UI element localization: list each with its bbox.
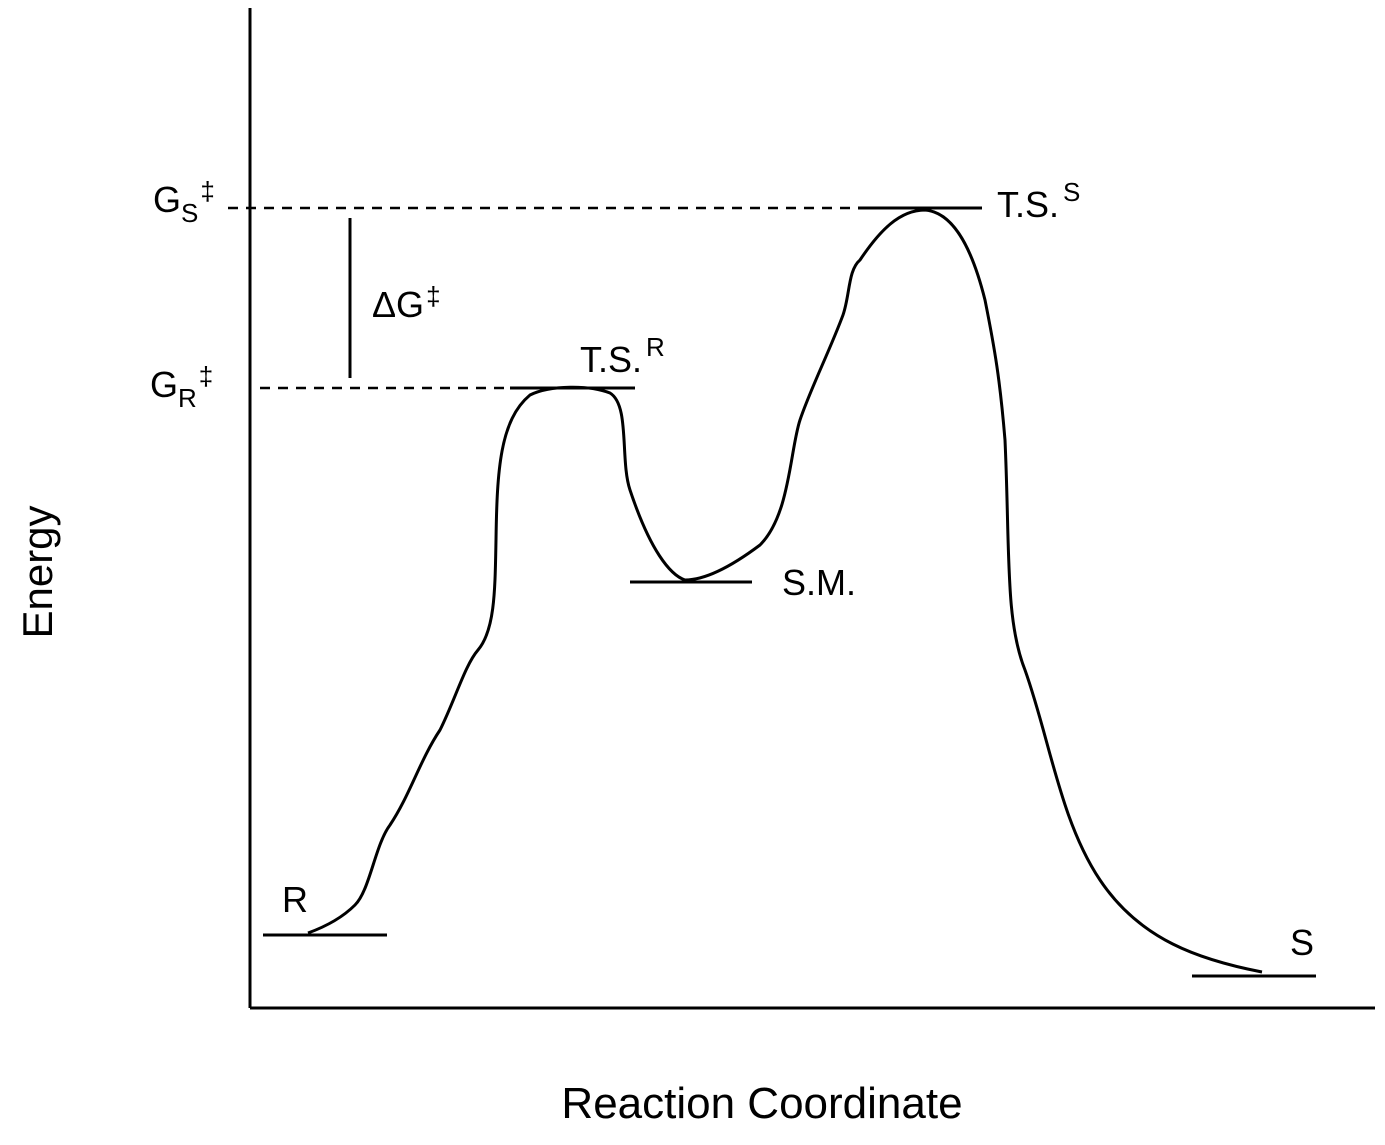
subscript: R (178, 383, 197, 413)
y-axis-title: Energy (14, 505, 61, 638)
energy-level-label: GR‡ (150, 361, 213, 413)
energy-curve (307, 208, 1263, 974)
subscript: S (181, 198, 198, 228)
delta-label: ΔG‡ (372, 281, 441, 325)
state-label: T.S. R (580, 332, 665, 380)
state-label-sup: S (1063, 177, 1080, 207)
mark: ‡ (426, 281, 440, 311)
x-axis-title: Reaction Coordinate (561, 1079, 962, 1128)
mark: ‡ (199, 361, 213, 391)
symbol: G (153, 179, 181, 220)
symbol: G (150, 364, 178, 405)
symbol: ΔG (372, 284, 424, 325)
state-label-main: T.S. (997, 184, 1059, 225)
state-label-sup: R (646, 332, 665, 362)
state-label: R (282, 879, 308, 920)
state-label-main: T.S. (580, 339, 642, 380)
mark: ‡ (200, 176, 214, 206)
energy-level-label: GS‡ (153, 176, 215, 228)
state-label: S.M. (782, 562, 856, 603)
state-label: S (1290, 922, 1314, 963)
state-label: T.S. S (997, 177, 1080, 225)
